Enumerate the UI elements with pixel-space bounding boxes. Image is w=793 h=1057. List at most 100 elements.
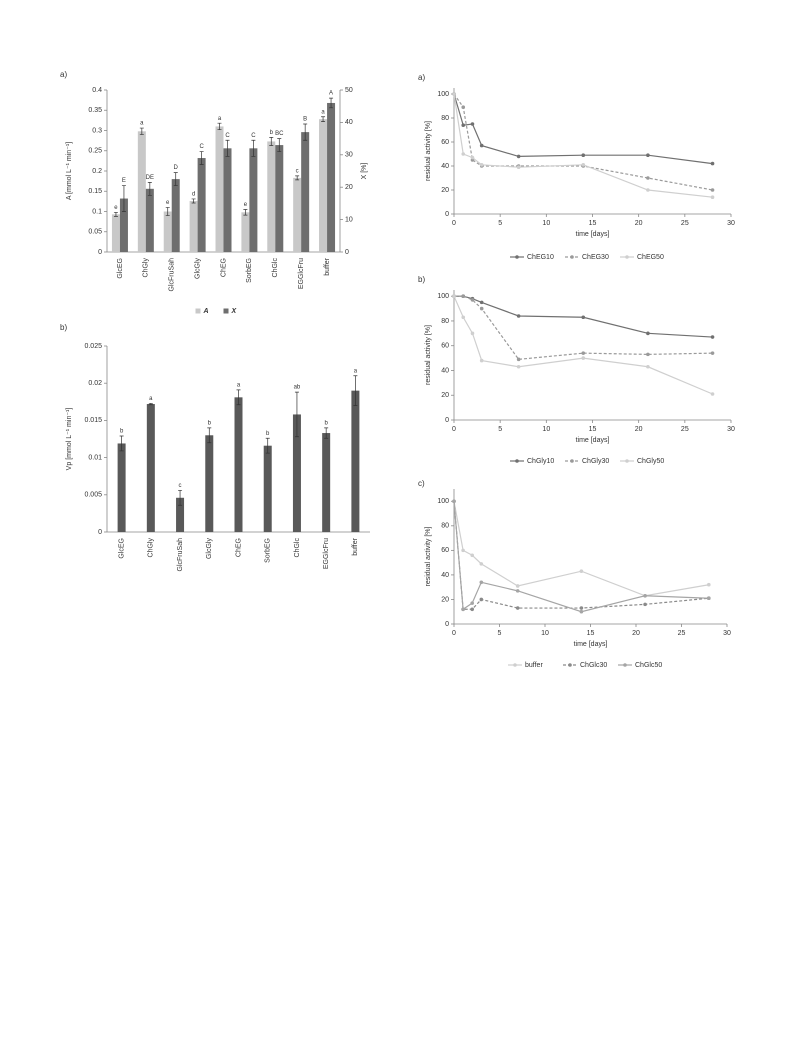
bar xyxy=(351,390,360,532)
y2-tick-label: 0 xyxy=(345,249,349,256)
x-tick-label: buffer xyxy=(324,257,331,275)
error-bar xyxy=(277,138,282,152)
x-tick-label: 5 xyxy=(498,426,502,433)
bar-letter: b xyxy=(120,429,124,435)
bar xyxy=(111,214,120,252)
legend-marker xyxy=(568,663,572,667)
legend-label: ChGly10 xyxy=(527,458,554,465)
point xyxy=(515,589,520,593)
y-tick-label: 0.005 xyxy=(84,492,102,499)
point xyxy=(479,580,484,585)
y-tick-label: 0 xyxy=(445,211,449,218)
legend-label: A xyxy=(203,308,209,315)
y-axis-label: residual activity [%] xyxy=(425,526,432,586)
y-tick-label: 0.35 xyxy=(88,107,102,114)
bar xyxy=(301,132,310,252)
y2-axis-label: X [%] xyxy=(361,163,368,180)
line xyxy=(453,501,709,597)
y2-tick-label: 50 xyxy=(345,87,353,94)
y-tick-label: 40 xyxy=(441,572,449,579)
panel-label: a) xyxy=(60,70,67,79)
error-bar xyxy=(207,427,212,444)
x-axis-label: time [days] xyxy=(576,437,610,444)
y2-tick-label: 20 xyxy=(345,184,353,191)
bar xyxy=(119,198,128,252)
y-tick-label: 60 xyxy=(441,547,449,554)
panel-label: c) xyxy=(418,479,425,488)
bar xyxy=(322,433,331,532)
legend-label: ChEG30 xyxy=(582,254,609,261)
x-tick-label: 5 xyxy=(498,630,502,637)
y-tick-label: 20 xyxy=(441,392,449,399)
legend-swatch xyxy=(195,308,201,314)
x-axis-label: time [days] xyxy=(574,641,608,648)
bar xyxy=(117,443,126,532)
x-tick-label: 15 xyxy=(589,426,597,433)
bar-letter: b xyxy=(266,431,270,437)
legend-marker xyxy=(513,663,517,667)
point xyxy=(710,195,715,199)
y-axis-label: residual activity [%] xyxy=(425,325,432,385)
y-tick-label: 80 xyxy=(441,523,449,530)
point xyxy=(452,294,456,298)
bar-letter: e xyxy=(166,200,170,206)
bar xyxy=(267,141,276,252)
legend-label: ChEG50 xyxy=(637,254,664,261)
y-tick-label: 20 xyxy=(441,596,449,603)
bar xyxy=(146,404,155,532)
y-tick-label: 0.01 xyxy=(88,454,102,461)
point xyxy=(516,154,521,159)
y-tick-label: 0.2 xyxy=(92,168,102,175)
point xyxy=(646,352,650,357)
y-tick-label: 0.02 xyxy=(88,380,102,387)
point xyxy=(461,123,466,127)
bar-letter: e xyxy=(114,205,118,211)
bar xyxy=(249,148,258,252)
y-tick-label: 0 xyxy=(98,529,102,536)
point xyxy=(710,335,715,339)
point xyxy=(646,188,650,192)
y-tick-label: 80 xyxy=(441,115,449,122)
x-tick-label: 10 xyxy=(542,426,550,433)
bar-letter: DE xyxy=(146,175,154,181)
bar-letter: b xyxy=(324,420,328,426)
point xyxy=(581,356,586,360)
error-bar xyxy=(294,391,299,438)
point xyxy=(479,597,484,602)
point xyxy=(581,163,586,167)
point xyxy=(452,499,456,504)
point xyxy=(646,153,650,157)
y-tick-label: 20 xyxy=(441,187,449,194)
error-bar xyxy=(199,151,204,165)
point xyxy=(516,357,521,362)
error-bar xyxy=(178,489,183,506)
point xyxy=(515,584,520,588)
bar-letter: C xyxy=(251,133,256,139)
x-tick-label: ChEG xyxy=(235,538,242,557)
x-tick-label: GlcEG xyxy=(118,538,125,559)
bar xyxy=(292,414,301,532)
legend-marker xyxy=(515,255,519,259)
line xyxy=(453,93,713,191)
y-tick-label: 0.25 xyxy=(88,148,102,155)
point xyxy=(479,163,484,167)
legend-marker xyxy=(515,459,519,463)
x-axis-label: time [days] xyxy=(576,231,610,238)
x-tick-label: buffer xyxy=(352,537,359,555)
legend-label: ChEG10 xyxy=(527,254,554,261)
bar xyxy=(189,200,198,252)
x-tick-label: ChGly xyxy=(143,258,150,278)
bar-letter: a xyxy=(218,116,222,122)
y-axis-label: Vp [mmol L⁻¹ min⁻¹] xyxy=(66,408,73,471)
bar xyxy=(197,158,206,252)
error-bar xyxy=(269,137,274,146)
y-tick-label: 100 xyxy=(437,498,449,505)
legend-marker xyxy=(625,255,629,259)
line xyxy=(454,295,713,360)
point xyxy=(470,601,475,605)
error-bar xyxy=(321,116,326,122)
point xyxy=(461,607,465,612)
legend-label: ChGlc30 xyxy=(580,662,607,669)
error-bar xyxy=(191,198,196,204)
